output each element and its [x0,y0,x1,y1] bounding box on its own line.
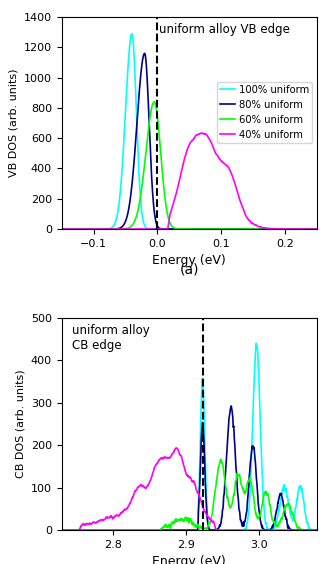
40% uniform [200,130,204,136]
40% uniform [259,224,263,231]
40% uniform [163,226,167,232]
80% uniform [143,50,147,57]
80% uniform [315,226,319,232]
Text: (a): (a) [179,262,199,276]
40% uniform [60,226,64,232]
Legend: 100% uniform, 80% uniform, 60% uniform, 40% uniform: 100% uniform, 80% uniform, 60% uniform, … [217,82,312,143]
40% uniform [315,226,319,232]
60% uniform [259,226,263,232]
80% uniform [86,226,90,232]
60% uniform [163,196,167,203]
X-axis label: Energy (eV): Energy (eV) [152,556,226,564]
100% uniform [86,226,90,232]
100% uniform [259,226,263,232]
100% uniform [315,226,319,232]
40% uniform [86,226,90,232]
60% uniform [235,226,239,232]
40% uniform [264,224,267,231]
80% uniform [264,226,267,232]
80% uniform [173,226,176,232]
Text: uniform alloy VB edge: uniform alloy VB edge [159,23,290,36]
100% uniform [173,226,176,232]
Y-axis label: CB DOS (arb. units): CB DOS (arb. units) [15,370,25,478]
Line: 80% uniform: 80% uniform [62,54,317,229]
80% uniform [60,226,64,232]
Line: 60% uniform: 60% uniform [62,102,317,229]
100% uniform [264,226,267,232]
100% uniform [60,226,64,232]
Y-axis label: VB DOS (arb. units): VB DOS (arb. units) [8,69,18,177]
100% uniform [163,226,167,232]
60% uniform [264,226,267,232]
40% uniform [235,188,239,195]
Line: 100% uniform: 100% uniform [62,34,317,229]
80% uniform [259,226,263,232]
60% uniform [173,224,176,231]
40% uniform [172,197,176,204]
60% uniform [152,99,156,105]
X-axis label: Energy (eV): Energy (eV) [152,254,226,267]
80% uniform [235,226,239,232]
60% uniform [86,226,90,232]
100% uniform [235,226,239,232]
Line: 40% uniform: 40% uniform [62,133,317,229]
100% uniform [130,30,134,37]
60% uniform [60,226,64,232]
80% uniform [163,226,167,232]
60% uniform [315,226,319,232]
Text: uniform alloy
CB edge: uniform alloy CB edge [72,324,150,352]
